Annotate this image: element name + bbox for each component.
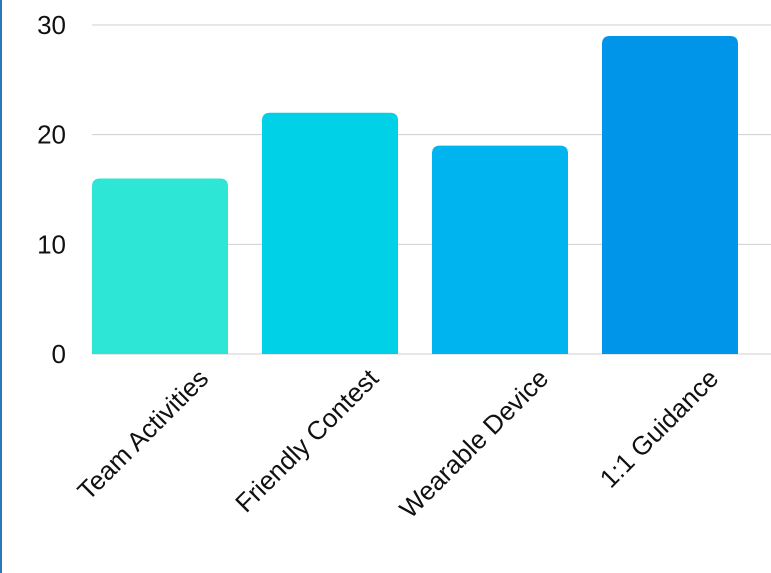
bar: [262, 112, 398, 354]
y-tick-label: 30: [37, 10, 66, 40]
x-tick-label: Wearable Device: [393, 363, 554, 524]
y-axis-ticks: 0 10 20 30: [37, 10, 66, 369]
x-axis-ticks: Team Activities Friendly Contest Wearabl…: [71, 362, 724, 523]
bars: [92, 35, 738, 354]
x-tick-label: Friendly Contest: [229, 362, 385, 518]
bar: [602, 35, 738, 354]
bar: [92, 178, 228, 354]
y-tick-label: 20: [37, 120, 66, 150]
x-tick-label: 1:1 Guidance: [594, 363, 725, 494]
y-tick-label: 0: [52, 339, 66, 369]
y-tick-label: 10: [37, 229, 66, 259]
bar: [432, 145, 568, 354]
x-tick-label: Team Activities: [71, 363, 214, 506]
